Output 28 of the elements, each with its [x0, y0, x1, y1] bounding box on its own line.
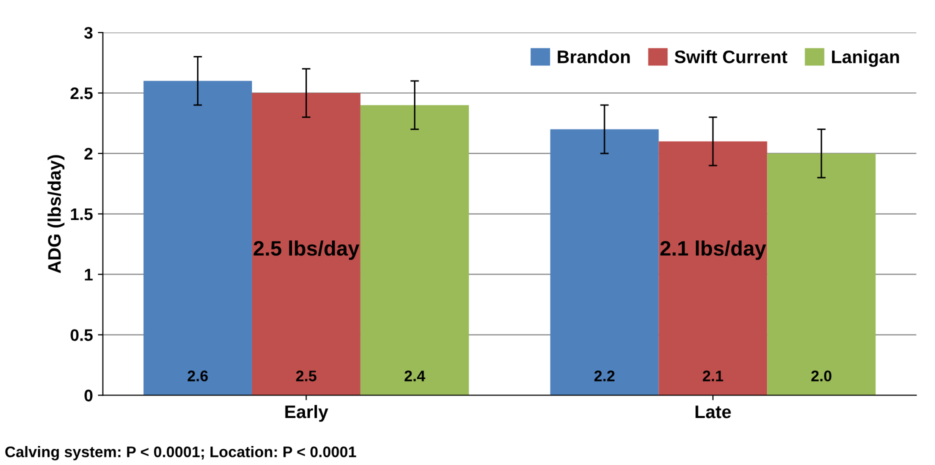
text: Calving system: P < 0.0001; Location: P < 0.0001 [5, 446, 356, 460]
bar [144, 80, 252, 396]
y-tick-label: 2 [84, 148, 92, 160]
y-tick-label: 3 [84, 26, 93, 39]
data-label: 2.0 [811, 370, 832, 382]
bar [252, 93, 360, 396]
bar [360, 105, 469, 396]
data-label: 2.6 [188, 370, 208, 382]
data-label: 2.5 [296, 370, 316, 382]
legend-label: Brandon [558, 50, 630, 64]
x-tick-label: Late [696, 406, 731, 418]
y-tick-label: 0 [84, 390, 92, 402]
y-tick-label: 0.5 [70, 329, 93, 342]
bar [550, 129, 659, 396]
y-tick-label: 1.5 [71, 208, 93, 220]
y-tick-label: 1 [84, 268, 93, 280]
bar [658, 141, 768, 396]
annotation: 2.1 lbs/day [660, 240, 766, 260]
y-tick-label: 2.5 [70, 87, 93, 100]
legend-label: Lanigan [832, 50, 899, 67]
legend-label: Swift Current [674, 50, 788, 64]
data-label: 2.1 [702, 370, 724, 382]
data-label: 2.4 [404, 370, 426, 382]
y-axis-title: ADG (lbs/day) [48, 155, 64, 274]
annotation: 2.5 lbs/day [254, 240, 360, 260]
data-label: 2.2 [594, 370, 614, 382]
bar [767, 153, 876, 396]
x-tick-label: Early [285, 404, 328, 422]
